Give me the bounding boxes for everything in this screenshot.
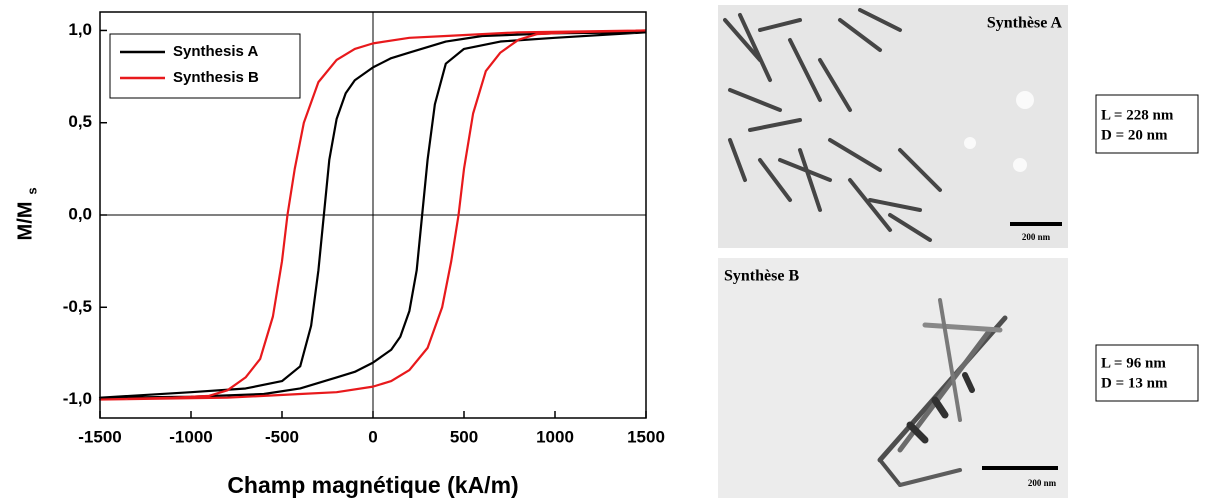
x-tick-label: 500 [450,427,478,446]
legend-label: Synthesis A [173,43,258,60]
y-axis-label-group: M/M s [14,187,39,240]
y-tick-label: -0,5 [63,297,92,316]
x-tick-label: -1000 [169,427,212,446]
y-tick-label: 0,5 [68,112,92,131]
image-title: Synthèse A [987,15,1063,32]
x-tick-label: 0 [368,427,377,446]
x-axis-label: Champ magnétique (kA/m) [227,472,518,498]
tem-image-a [718,5,1068,248]
diameter-label: D = 13 nm [1101,375,1168,391]
x-tick-label: 1500 [627,427,665,446]
y-tick-label: 0,0 [68,204,92,223]
legend-box [109,33,301,99]
y-axis-label: M/M [14,202,36,241]
image-title: Synthèse B [724,268,799,285]
scale-bar-label: 200 nm [1022,232,1051,242]
x-tick-label: 1000 [536,427,574,446]
length-label: L = 96 nm [1101,355,1166,371]
legend-label: Synthesis B [173,69,259,86]
plot-frame [99,11,647,419]
length-label: L = 228 nm [1101,107,1174,123]
y-axis-label-sub: s [24,187,39,194]
info-box [1095,94,1199,154]
x-tick-label: -500 [265,427,299,446]
scale-bar-label: 200 nm [1028,478,1057,488]
x-tick-label: -1500 [78,427,121,446]
info-box [1095,344,1199,402]
tem-image-b [718,258,1068,498]
y-tick-label: 1,0 [68,20,92,39]
y-tick-label: -1,0 [63,389,92,408]
diameter-label: D = 20 nm [1101,127,1168,143]
